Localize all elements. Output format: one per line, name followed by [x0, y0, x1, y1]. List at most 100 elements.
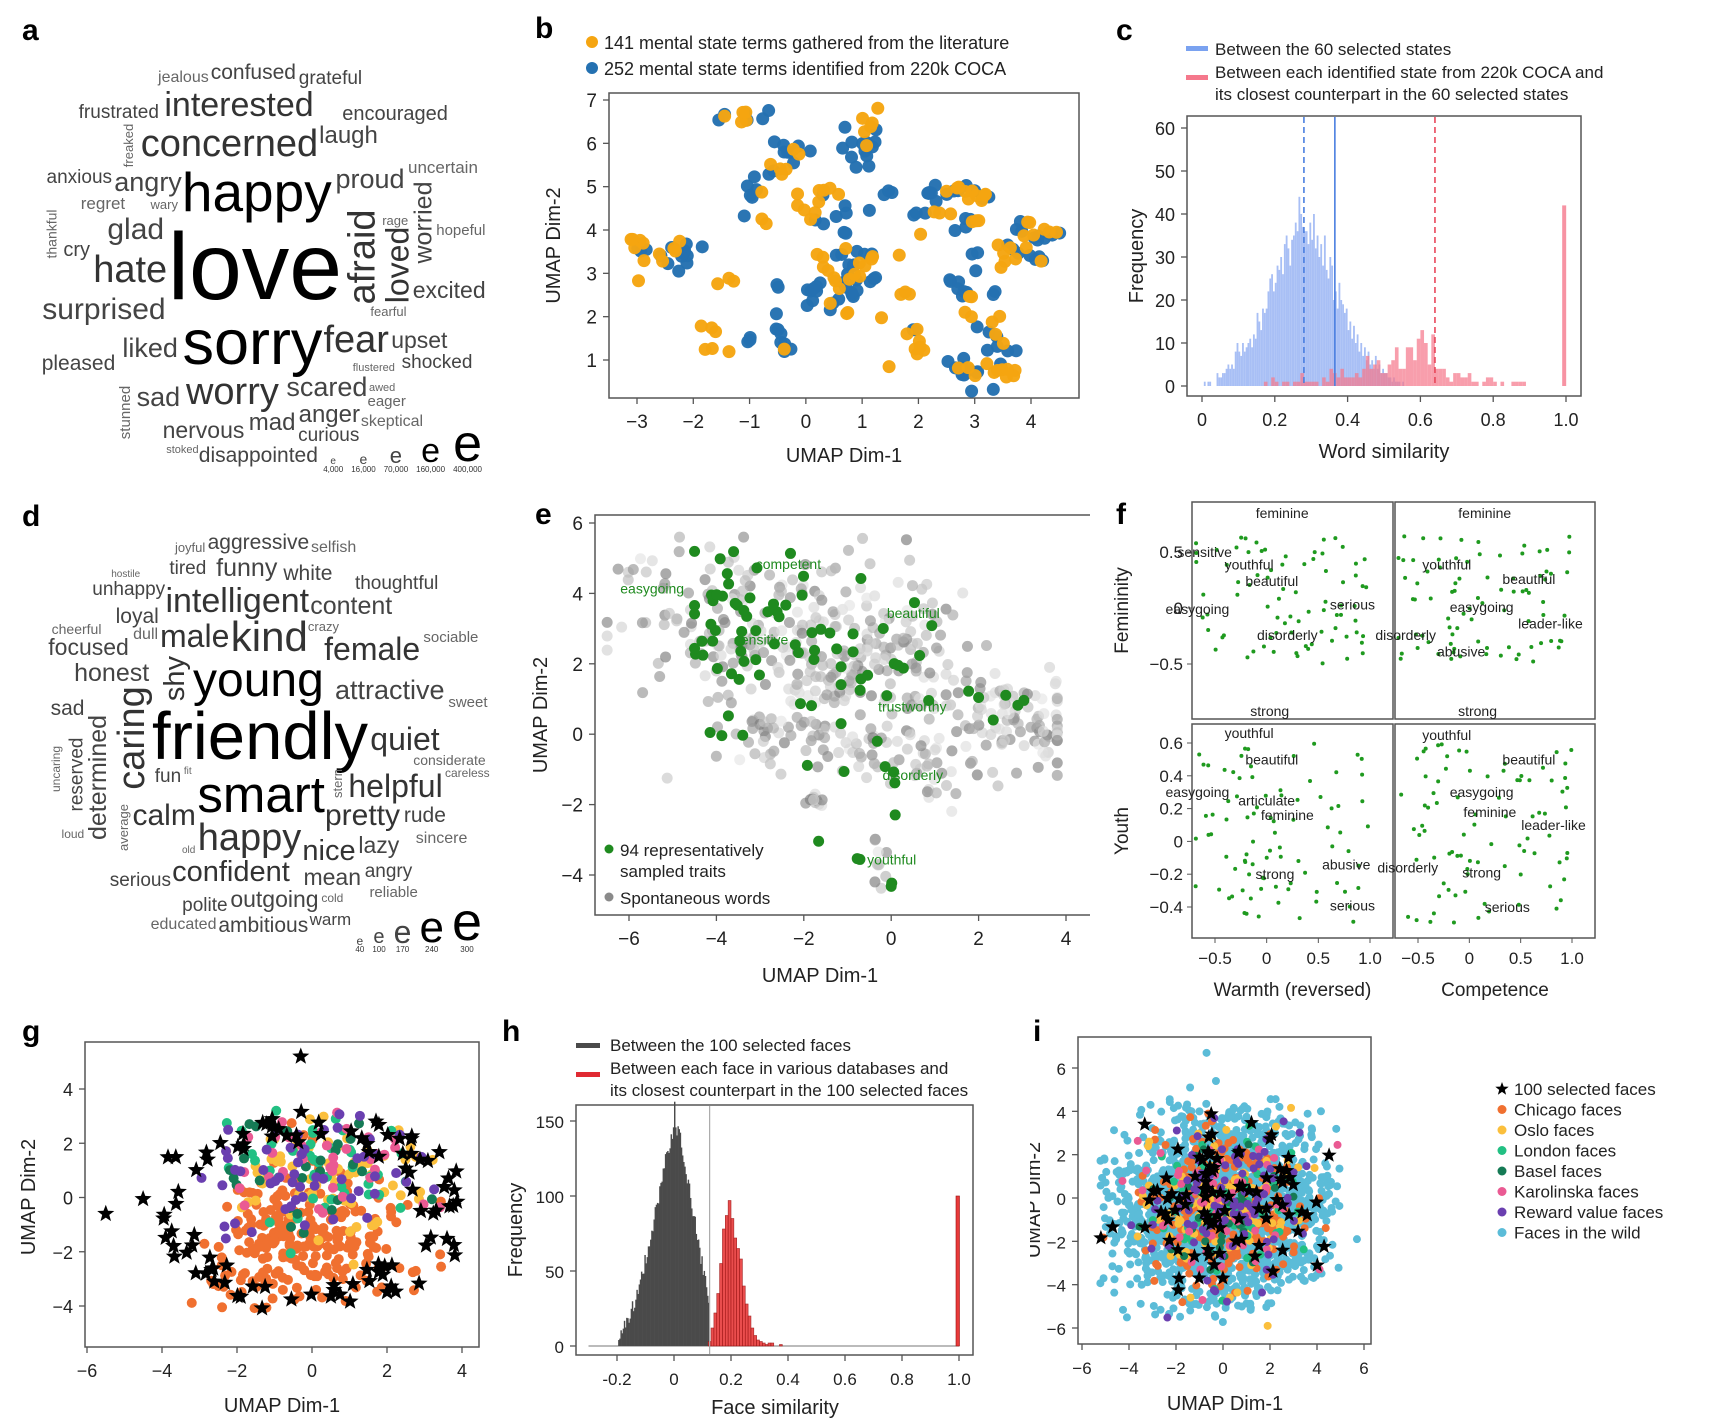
face-point	[1190, 1118, 1199, 1127]
trait-point	[1321, 537, 1326, 542]
histogram-bar-pink	[1416, 338, 1421, 386]
x-tick-label: 0.2	[1262, 410, 1287, 430]
histogram-bar-blue	[1263, 312, 1266, 386]
gray-point	[844, 599, 856, 611]
cloud-word: hopeful	[436, 222, 486, 240]
trait-point	[1562, 877, 1567, 882]
gray-point	[936, 767, 948, 779]
face-point	[395, 1202, 406, 1213]
selected-face-star	[229, 1137, 247, 1154]
trait-label: articulate	[1238, 792, 1295, 808]
histogram-bar-red	[770, 1342, 775, 1347]
gray-point	[1037, 725, 1049, 737]
face-point	[1119, 1305, 1128, 1314]
gray-point	[776, 625, 788, 637]
face-point	[255, 1241, 266, 1252]
face-point	[234, 1183, 245, 1194]
plot-frame	[1077, 1036, 1372, 1345]
gray-point	[981, 640, 993, 652]
face-point	[317, 1207, 328, 1218]
gray-point	[857, 532, 869, 544]
green-point	[877, 623, 889, 635]
gray-point	[800, 745, 812, 757]
x-axis-title: Competence	[1441, 980, 1549, 1001]
face-point	[1227, 1254, 1236, 1263]
green-point	[871, 735, 883, 747]
trait-point	[1205, 612, 1210, 617]
legend-swatch	[576, 1072, 600, 1077]
trait-point	[1312, 741, 1317, 746]
orange-point	[705, 342, 719, 356]
trait-label: strong	[1462, 865, 1501, 881]
x-tick-label: 0.6	[833, 1370, 857, 1389]
face-point	[1137, 1280, 1146, 1289]
face-point	[287, 1177, 298, 1188]
histogram-bar-gray	[708, 1302, 710, 1346]
cloud-word: quiet	[370, 720, 440, 757]
legend-size-glyph: e	[421, 432, 441, 471]
trait-point	[1280, 562, 1285, 567]
gray-point	[827, 606, 839, 618]
green-point	[1018, 694, 1030, 706]
histogram-bar-blue	[1223, 373, 1226, 386]
cloud-word: curious	[298, 425, 360, 447]
face-point	[1184, 1157, 1193, 1166]
gray-point	[791, 606, 803, 618]
face-point	[239, 1153, 250, 1164]
histogram-bar-blue	[1229, 368, 1232, 386]
trait-point	[1567, 534, 1572, 539]
face-point	[1271, 1095, 1280, 1104]
gray-point	[906, 658, 918, 670]
trait-point	[1422, 803, 1427, 808]
face-point	[1150, 1276, 1159, 1285]
histogram-bar-gray	[669, 1148, 671, 1346]
cloud-word: scared	[286, 372, 368, 403]
face-point	[1263, 1107, 1272, 1116]
selected-face-star	[287, 1126, 305, 1143]
x-axis-title: UMAP Dim-1	[762, 965, 878, 987]
trait-annotation: easygoing	[620, 580, 684, 596]
trait-point	[1365, 824, 1370, 829]
gray-point	[993, 723, 1005, 735]
face-point	[1169, 1304, 1178, 1313]
cloud-word: disappointed	[198, 444, 318, 468]
histogram-bar-pink	[1467, 373, 1472, 386]
histogram-bar-red	[753, 1335, 757, 1347]
trait-point	[1256, 914, 1261, 919]
cloud-word: shy	[159, 656, 192, 702]
y-tick-label: 7	[586, 91, 597, 112]
green-point	[855, 573, 867, 585]
blue-point	[929, 194, 943, 208]
green-point	[879, 761, 891, 773]
word-size-legend: e 4,000 e 16,000 e 70,000 e 160,000 e 400,000	[323, 418, 482, 474]
trait-point	[1214, 547, 1219, 552]
selected-face-star	[167, 1194, 185, 1212]
blue-point	[881, 184, 895, 198]
gray-point	[864, 615, 876, 627]
trait-point	[1246, 550, 1251, 555]
orange-point	[791, 187, 805, 201]
orange-point	[892, 248, 906, 262]
histogram-bar-gray	[700, 1263, 702, 1346]
trait-point	[1428, 596, 1433, 601]
trait-point	[1518, 872, 1523, 877]
legend-size-label: 40	[355, 945, 365, 954]
gray-point	[640, 566, 652, 578]
face-point	[348, 1259, 359, 1270]
face-point	[286, 1118, 297, 1129]
face-point	[426, 1194, 437, 1205]
selected-face-star	[412, 1201, 430, 1219]
cloud-word: happy	[181, 161, 332, 224]
gray-point	[801, 675, 813, 687]
histogram-bar-gray	[684, 1166, 686, 1346]
green-point	[835, 718, 847, 730]
orange-point	[940, 184, 954, 198]
orange-point	[637, 254, 651, 268]
blue-point	[845, 286, 859, 300]
cloud-word: unhappy	[92, 578, 166, 600]
face-point	[1106, 1229, 1115, 1238]
trait-label: abusive	[1322, 856, 1370, 872]
y-axis-title: UMAP Dim-2	[530, 657, 552, 773]
trait-point	[1320, 551, 1325, 556]
y-tick-label: 0	[1174, 832, 1183, 851]
